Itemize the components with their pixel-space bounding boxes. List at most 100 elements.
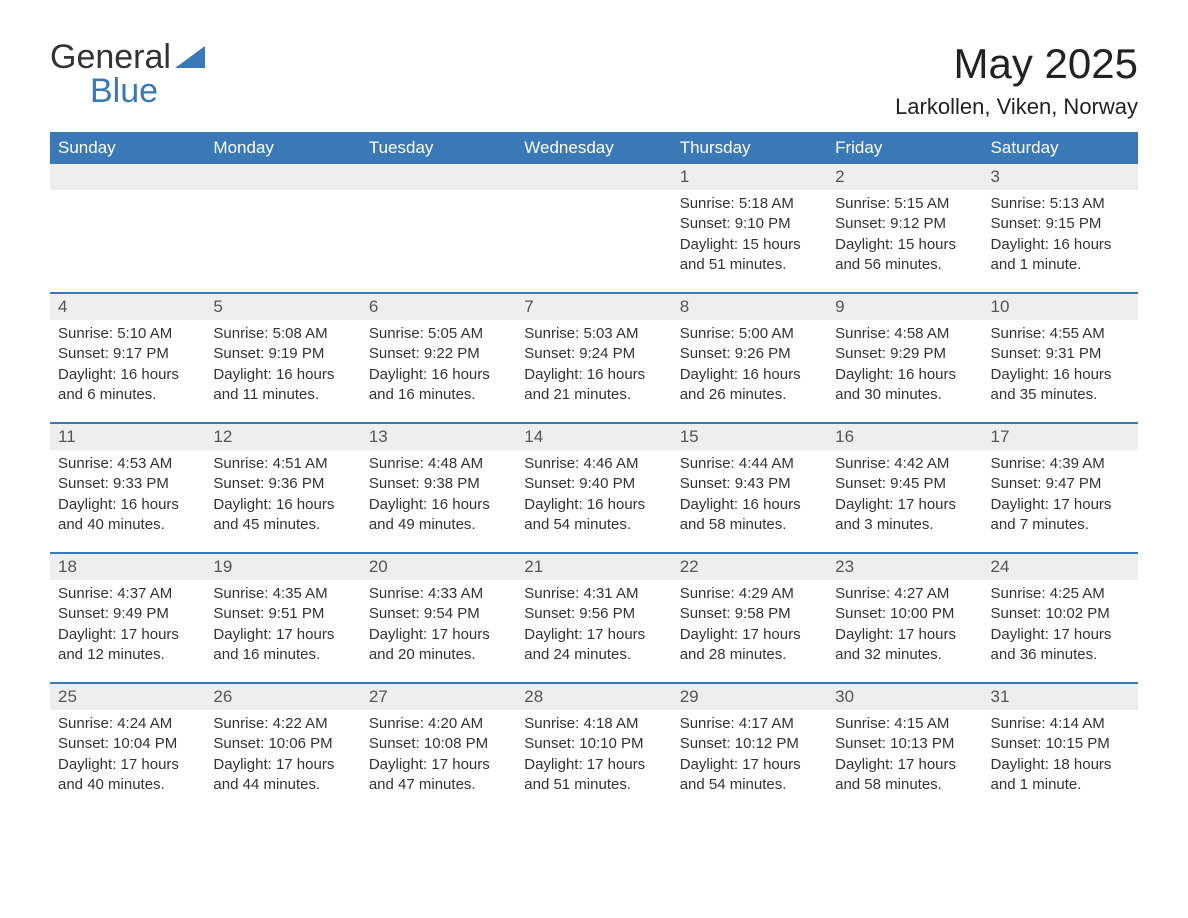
week-row: 11Sunrise: 4:53 AMSunset: 9:33 PMDayligh…: [50, 422, 1138, 552]
day-cell: 4Sunrise: 5:10 AMSunset: 9:17 PMDaylight…: [50, 294, 205, 422]
day-cell: 11Sunrise: 4:53 AMSunset: 9:33 PMDayligh…: [50, 424, 205, 552]
sunset-text: Sunset: 9:12 PM: [835, 214, 974, 234]
daylight-text: Daylight: 17 hours and 32 minutes.: [835, 625, 974, 666]
day-cell: 19Sunrise: 4:35 AMSunset: 9:51 PMDayligh…: [205, 554, 360, 682]
day-body: Sunrise: 4:20 AMSunset: 10:08 PMDaylight…: [361, 710, 516, 803]
day-number: 12: [205, 424, 360, 450]
daylight-text: Daylight: 17 hours and 3 minutes.: [835, 495, 974, 536]
day-number: 3: [983, 164, 1138, 190]
sunrise-text: Sunrise: 4:33 AM: [369, 584, 508, 604]
sunset-text: Sunset: 9:45 PM: [835, 474, 974, 494]
sunset-text: Sunset: 9:51 PM: [213, 604, 352, 624]
daylight-text: Daylight: 16 hours and 45 minutes.: [213, 495, 352, 536]
day-cell: 14Sunrise: 4:46 AMSunset: 9:40 PMDayligh…: [516, 424, 671, 552]
calendar-page: General Blue May 2025 Larkollen, Viken, …: [0, 0, 1188, 852]
daylight-text: Daylight: 16 hours and 26 minutes.: [680, 365, 819, 406]
day-body: Sunrise: 4:25 AMSunset: 10:02 PMDaylight…: [983, 580, 1138, 673]
week-row: 1Sunrise: 5:18 AMSunset: 9:10 PMDaylight…: [50, 164, 1138, 292]
sunset-text: Sunset: 10:04 PM: [58, 734, 197, 754]
day-body: Sunrise: 4:22 AMSunset: 10:06 PMDaylight…: [205, 710, 360, 803]
daylight-text: Daylight: 16 hours and 54 minutes.: [524, 495, 663, 536]
day-body: Sunrise: 4:27 AMSunset: 10:00 PMDaylight…: [827, 580, 982, 673]
day-cell: 6Sunrise: 5:05 AMSunset: 9:22 PMDaylight…: [361, 294, 516, 422]
sunset-text: Sunset: 9:17 PM: [58, 344, 197, 364]
daylight-text: Daylight: 16 hours and 35 minutes.: [991, 365, 1130, 406]
day-body: Sunrise: 4:17 AMSunset: 10:12 PMDaylight…: [672, 710, 827, 803]
day-number: 13: [361, 424, 516, 450]
daylight-text: Daylight: 16 hours and 6 minutes.: [58, 365, 197, 406]
day-body: Sunrise: 5:18 AMSunset: 9:10 PMDaylight:…: [672, 190, 827, 283]
sunset-text: Sunset: 9:38 PM: [369, 474, 508, 494]
day-number: 22: [672, 554, 827, 580]
sunrise-text: Sunrise: 4:51 AM: [213, 454, 352, 474]
day-cell: 9Sunrise: 4:58 AMSunset: 9:29 PMDaylight…: [827, 294, 982, 422]
sunset-text: Sunset: 10:10 PM: [524, 734, 663, 754]
day-cell: [361, 164, 516, 292]
sunset-text: Sunset: 9:58 PM: [680, 604, 819, 624]
sunset-text: Sunset: 9:33 PM: [58, 474, 197, 494]
day-cell: 20Sunrise: 4:33 AMSunset: 9:54 PMDayligh…: [361, 554, 516, 682]
sunrise-text: Sunrise: 5:15 AM: [835, 194, 974, 214]
day-number: 11: [50, 424, 205, 450]
daylight-text: Daylight: 17 hours and 28 minutes.: [680, 625, 819, 666]
day-body: Sunrise: 5:05 AMSunset: 9:22 PMDaylight:…: [361, 320, 516, 413]
day-body: Sunrise: 4:24 AMSunset: 10:04 PMDaylight…: [50, 710, 205, 803]
day-header-saturday: Saturday: [983, 132, 1138, 164]
day-body: Sunrise: 4:35 AMSunset: 9:51 PMDaylight:…: [205, 580, 360, 673]
sunrise-text: Sunrise: 4:20 AM: [369, 714, 508, 734]
day-body: Sunrise: 4:33 AMSunset: 9:54 PMDaylight:…: [361, 580, 516, 673]
day-cell: 8Sunrise: 5:00 AMSunset: 9:26 PMDaylight…: [672, 294, 827, 422]
week-row: 4Sunrise: 5:10 AMSunset: 9:17 PMDaylight…: [50, 292, 1138, 422]
day-number: 18: [50, 554, 205, 580]
day-cell: 25Sunrise: 4:24 AMSunset: 10:04 PMDaylig…: [50, 684, 205, 812]
sunset-text: Sunset: 9:36 PM: [213, 474, 352, 494]
day-body: Sunrise: 4:48 AMSunset: 9:38 PMDaylight:…: [361, 450, 516, 543]
sunrise-text: Sunrise: 4:27 AM: [835, 584, 974, 604]
sunrise-text: Sunrise: 4:53 AM: [58, 454, 197, 474]
day-number: 20: [361, 554, 516, 580]
sunset-text: Sunset: 10:13 PM: [835, 734, 974, 754]
daylight-text: Daylight: 16 hours and 11 minutes.: [213, 365, 352, 406]
day-body: Sunrise: 4:53 AMSunset: 9:33 PMDaylight:…: [50, 450, 205, 543]
sunrise-text: Sunrise: 4:55 AM: [991, 324, 1130, 344]
sunset-text: Sunset: 9:56 PM: [524, 604, 663, 624]
sunset-text: Sunset: 10:12 PM: [680, 734, 819, 754]
day-number: 15: [672, 424, 827, 450]
day-number: 2: [827, 164, 982, 190]
sunrise-text: Sunrise: 5:03 AM: [524, 324, 663, 344]
day-body: Sunrise: 4:44 AMSunset: 9:43 PMDaylight:…: [672, 450, 827, 543]
week-row: 18Sunrise: 4:37 AMSunset: 9:49 PMDayligh…: [50, 552, 1138, 682]
sunrise-text: Sunrise: 4:48 AM: [369, 454, 508, 474]
sunrise-text: Sunrise: 4:35 AM: [213, 584, 352, 604]
calendar-grid: Sunday Monday Tuesday Wednesday Thursday…: [50, 132, 1138, 812]
sunrise-text: Sunrise: 5:05 AM: [369, 324, 508, 344]
daylight-text: Daylight: 17 hours and 40 minutes.: [58, 755, 197, 796]
day-body: Sunrise: 4:51 AMSunset: 9:36 PMDaylight:…: [205, 450, 360, 543]
sunset-text: Sunset: 9:24 PM: [524, 344, 663, 364]
sunrise-text: Sunrise: 4:25 AM: [991, 584, 1130, 604]
day-cell: 7Sunrise: 5:03 AMSunset: 9:24 PMDaylight…: [516, 294, 671, 422]
day-cell: 31Sunrise: 4:14 AMSunset: 10:15 PMDaylig…: [983, 684, 1138, 812]
daylight-text: Daylight: 17 hours and 12 minutes.: [58, 625, 197, 666]
day-body: Sunrise: 5:08 AMSunset: 9:19 PMDaylight:…: [205, 320, 360, 413]
day-number: 31: [983, 684, 1138, 710]
sunrise-text: Sunrise: 4:44 AM: [680, 454, 819, 474]
day-body: Sunrise: 4:18 AMSunset: 10:10 PMDaylight…: [516, 710, 671, 803]
sunrise-text: Sunrise: 4:46 AM: [524, 454, 663, 474]
day-body: Sunrise: 4:42 AMSunset: 9:45 PMDaylight:…: [827, 450, 982, 543]
sunrise-text: Sunrise: 4:29 AM: [680, 584, 819, 604]
sunrise-text: Sunrise: 5:08 AM: [213, 324, 352, 344]
day-number: 30: [827, 684, 982, 710]
day-number: 26: [205, 684, 360, 710]
day-header-friday: Friday: [827, 132, 982, 164]
day-body: Sunrise: 4:39 AMSunset: 9:47 PMDaylight:…: [983, 450, 1138, 543]
day-cell: [50, 164, 205, 292]
day-body: Sunrise: 4:55 AMSunset: 9:31 PMDaylight:…: [983, 320, 1138, 413]
day-number: [50, 164, 205, 190]
day-cell: 30Sunrise: 4:15 AMSunset: 10:13 PMDaylig…: [827, 684, 982, 812]
day-body: [205, 190, 360, 202]
day-cell: 12Sunrise: 4:51 AMSunset: 9:36 PMDayligh…: [205, 424, 360, 552]
day-number: 25: [50, 684, 205, 710]
day-body: Sunrise: 4:46 AMSunset: 9:40 PMDaylight:…: [516, 450, 671, 543]
sunset-text: Sunset: 10:02 PM: [991, 604, 1130, 624]
